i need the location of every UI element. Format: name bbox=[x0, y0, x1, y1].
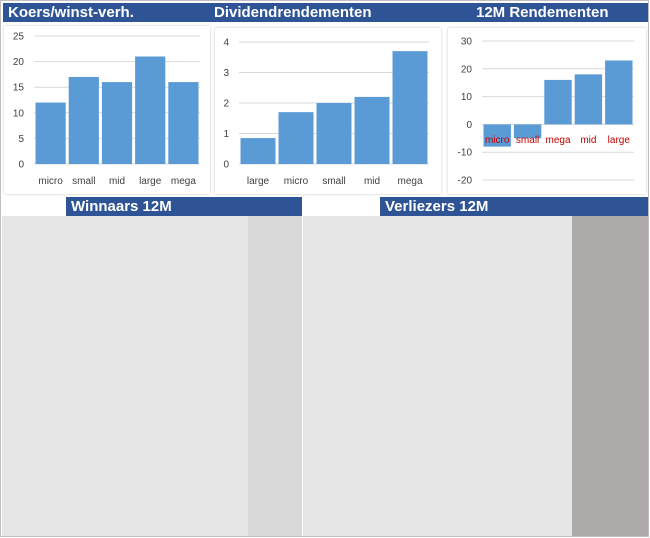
returns-chart-svg: -20 -10 0 10 20 30 micro small mega mid large bbox=[458, 37, 634, 187]
y-tick-label: 2 bbox=[223, 99, 229, 110]
category-label-small: small bbox=[322, 176, 345, 187]
bar-small bbox=[513, 124, 542, 139]
y-tick-label: 25 bbox=[13, 32, 25, 43]
y-tick-label: 15 bbox=[13, 83, 25, 94]
losers-column bbox=[572, 216, 649, 536]
y-tick-label: 3 bbox=[223, 68, 229, 79]
category-label-micro: micro bbox=[284, 176, 309, 187]
bar-mid bbox=[574, 74, 603, 125]
category-label-small: small bbox=[516, 135, 539, 146]
category-label-micro: micro bbox=[38, 176, 63, 187]
bar-mid bbox=[354, 96, 390, 164]
category-label-mega: mega bbox=[171, 176, 196, 187]
bar-mega bbox=[544, 79, 572, 125]
y-tick-label: -10 bbox=[458, 148, 473, 159]
returns-header: 12M Rendementen bbox=[441, 3, 648, 22]
losers-header-label: Verliezers 12M bbox=[385, 198, 489, 215]
dividend-header: Dividendrendementen bbox=[211, 3, 441, 22]
y-tick-label: 4 bbox=[223, 38, 229, 49]
y-tick-label: 0 bbox=[466, 120, 472, 131]
returns-chart: -20 -10 0 10 20 30 micro small mega mid large bbox=[448, 28, 646, 194]
category-label-mid: mid bbox=[364, 176, 380, 187]
category-label-mega: mega bbox=[545, 135, 570, 146]
category-label-mid: mid bbox=[580, 135, 596, 146]
losers-header: Verliezers 12M bbox=[380, 197, 649, 216]
category-label-large: large bbox=[247, 176, 270, 187]
returns-header-label: 12M Rendementen bbox=[476, 4, 609, 21]
pe-chart-svg: 0 5 10 15 20 25 micro small mid large mega bbox=[13, 32, 200, 187]
category-label-large: large bbox=[139, 176, 162, 187]
bar-large bbox=[240, 138, 276, 164]
pe-chart: 0 5 10 15 20 25 micro small mid large mega bbox=[4, 26, 210, 194]
bar-mega bbox=[392, 51, 428, 164]
winners-column bbox=[248, 216, 302, 536]
y-tick-label: 10 bbox=[13, 108, 25, 119]
y-tick-label: -20 bbox=[458, 176, 473, 187]
bar-mega bbox=[168, 82, 199, 164]
dividend-chart-svg: 0 1 2 3 4 large micro small mid mega bbox=[223, 38, 429, 187]
dividend-chart: 0 1 2 3 4 large micro small mid mega bbox=[215, 28, 441, 194]
losers-panel bbox=[303, 216, 649, 536]
bar-micro bbox=[483, 124, 511, 147]
y-tick-label: 1 bbox=[223, 129, 229, 140]
category-label-mid: mid bbox=[109, 176, 125, 187]
pe-header-label: Koers/winst-verh. bbox=[8, 4, 134, 21]
y-tick-label: 20 bbox=[461, 64, 473, 75]
pe-header: Koers/winst-verh. bbox=[3, 3, 211, 22]
winners-header: Winnaars 12M bbox=[66, 197, 302, 216]
dividend-header-label: Dividendrendementen bbox=[214, 4, 372, 21]
bar-large bbox=[605, 60, 633, 125]
y-tick-label: 30 bbox=[461, 37, 473, 48]
bar-micro bbox=[35, 102, 66, 164]
winners-header-label: Winnaars 12M bbox=[71, 198, 172, 215]
y-tick-label: 0 bbox=[223, 160, 229, 171]
y-tick-label: 5 bbox=[18, 134, 24, 145]
bar-small bbox=[68, 76, 99, 164]
category-label-mega: mega bbox=[397, 176, 422, 187]
y-tick-label: 20 bbox=[13, 57, 25, 68]
category-label-small: small bbox=[72, 176, 95, 187]
category-label-micro: micro bbox=[485, 135, 510, 146]
bar-small bbox=[316, 103, 352, 164]
bar-mid bbox=[101, 82, 133, 164]
winners-panel bbox=[2, 216, 302, 536]
bar-large bbox=[135, 56, 166, 165]
category-label-large: large bbox=[608, 135, 631, 146]
bar-micro bbox=[278, 112, 314, 164]
y-tick-label: 0 bbox=[18, 160, 24, 171]
y-tick-label: 10 bbox=[461, 92, 473, 103]
